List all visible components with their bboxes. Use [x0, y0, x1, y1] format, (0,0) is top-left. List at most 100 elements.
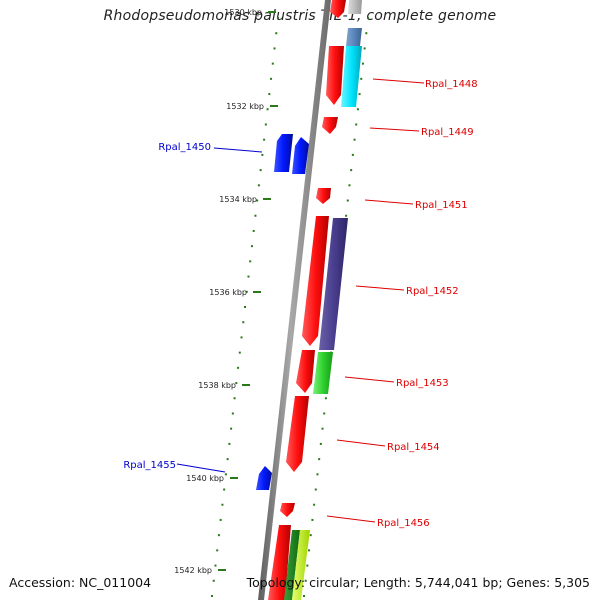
scale-tick-label: 1538 kbp — [198, 381, 236, 390]
guide-dot — [361, 62, 364, 65]
gene-block-cyan[interactable] — [341, 46, 362, 107]
guide-dot — [355, 123, 358, 126]
guide-dot — [348, 184, 351, 187]
guide-dot — [270, 77, 273, 80]
guide-dot — [266, 108, 269, 111]
guide-dot — [311, 518, 314, 521]
guide-dot — [324, 397, 327, 400]
guide-dot — [230, 427, 233, 430]
gene-label-leader — [336, 439, 386, 447]
gene-label-rpal-1453[interactable]: Rpal_1453 — [396, 378, 449, 389]
guide-dot — [263, 138, 266, 141]
gene-rpal-1451-arrow[interactable] — [316, 188, 331, 204]
guide-dot — [313, 503, 316, 506]
gene-label-leader — [364, 199, 414, 205]
guide-dot — [247, 275, 250, 278]
gene-label-leader — [372, 78, 425, 84]
guide-dot — [249, 260, 252, 263]
gene-rpal-1453-arrow[interactable] — [296, 350, 315, 393]
guide-dot — [268, 93, 271, 96]
guide-dot — [256, 199, 259, 202]
guide-dot — [271, 62, 274, 65]
gene-label-leader — [355, 285, 405, 291]
gene-labels: Rpal_1448 Rpal_1449 Rpal_1450 Rpal_1451 Rpal… — [123, 78, 478, 529]
guide-dot — [242, 321, 245, 324]
guide-dot — [231, 412, 234, 415]
genome-summary-text: Topology: circular; Length: 5,744,041 bp… — [246, 575, 590, 590]
gene-rpal-1450-left-arrow[interactable] — [274, 134, 293, 172]
gene-label-rpal-1448[interactable]: Rpal_1448 — [425, 79, 478, 90]
guide-dot — [226, 458, 229, 461]
scale-tick-label: 1530 kbp — [224, 8, 262, 17]
gene-rpal-1448-arrow[interactable] — [326, 46, 344, 105]
gene-rpal-1456-arrow[interactable] — [280, 503, 295, 517]
guide-dot — [254, 214, 257, 217]
guide-dot — [217, 534, 220, 537]
guide-dot — [308, 549, 311, 552]
guide-dot — [356, 108, 359, 111]
gene-rpal-1457-arrow[interactable] — [268, 525, 291, 600]
gene-block-purple[interactable] — [319, 218, 348, 350]
guide-dot — [211, 595, 213, 597]
guide-dot — [314, 488, 317, 491]
accession-text: Accession: NC_011004 — [9, 575, 152, 590]
gene-label-leader — [344, 376, 395, 383]
gene-block-gray[interactable] — [348, 0, 362, 14]
guide-dot — [346, 199, 349, 202]
gene-label-leader — [326, 515, 376, 523]
scale-tick-label: 1536 kbp — [209, 288, 247, 297]
gene-rpal-1454-arrow[interactable] — [286, 396, 309, 472]
gene-label-rpal-1451[interactable]: Rpal_1451 — [415, 200, 468, 211]
inner-dotted-guide — [211, 17, 279, 597]
gene-label-rpal-1452[interactable]: Rpal_1452 — [406, 286, 459, 297]
guide-dot — [240, 336, 243, 339]
guide-dot — [345, 214, 348, 217]
gene-label-leader — [176, 463, 226, 473]
guide-dot — [351, 153, 354, 156]
guide-dot — [216, 549, 219, 552]
guide-dot — [309, 534, 312, 537]
gene-rpal-1452-arrow[interactable] — [302, 216, 329, 346]
gene-label-rpal-1450[interactable]: Rpal_1450 — [158, 142, 211, 153]
gene-rpal-1450-right-arrow[interactable] — [292, 137, 309, 174]
guide-dot — [219, 518, 222, 521]
guide-dot — [321, 427, 324, 430]
guide-dot — [316, 473, 319, 476]
gene-block-lime[interactable] — [292, 530, 310, 600]
gene-block-dkgreen[interactable] — [284, 530, 300, 600]
guide-dot — [306, 564, 309, 567]
scale-tick-label: 1540 kbp — [186, 474, 224, 483]
guide-dot — [304, 579, 307, 582]
guide-dot — [244, 306, 246, 308]
gene-label-rpal-1456[interactable]: Rpal_1456 — [377, 518, 430, 529]
guide-dot — [252, 229, 255, 232]
guide-dot — [363, 47, 366, 50]
guide-dot — [303, 595, 305, 597]
gene-label-rpal-1455[interactable]: Rpal_1455 — [123, 460, 176, 471]
guide-dot — [277, 17, 279, 19]
gene-rpal-1449-arrow[interactable] — [322, 117, 338, 134]
guide-dot — [367, 17, 369, 19]
gene-label-rpal-1449[interactable]: Rpal_1449 — [421, 127, 474, 138]
guide-dot — [275, 32, 278, 35]
gene-features — [256, 0, 362, 600]
guide-dot — [214, 564, 217, 567]
guide-dot — [250, 245, 253, 248]
guide-dot — [221, 503, 224, 506]
gene-rpal-1447-arrow[interactable] — [330, 0, 346, 18]
scale-tick-label: 1532 kbp — [226, 102, 264, 111]
guide-dot — [212, 579, 215, 582]
genome-axis — [258, 0, 331, 600]
guide-dot — [261, 153, 264, 156]
scale-tick-label: 1534 kbp — [219, 195, 257, 204]
guide-dot — [318, 458, 321, 461]
guide-dot — [238, 351, 241, 354]
gene-rpal-1455-arrow[interactable] — [256, 466, 272, 490]
gene-block-steel[interactable] — [346, 28, 362, 46]
guide-dot — [323, 412, 326, 415]
gene-label-rpal-1454[interactable]: Rpal_1454 — [387, 442, 440, 453]
guide-dot — [273, 47, 276, 50]
gene-block-green[interactable] — [313, 352, 333, 394]
